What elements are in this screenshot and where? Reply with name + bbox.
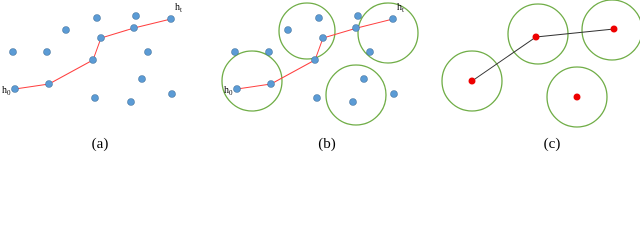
- caption: (b): [318, 136, 336, 152]
- panel-b: h0 ht (b): [221, 2, 419, 152]
- shape: [89, 56, 97, 64]
- shape: [357, 2, 419, 64]
- shape: [325, 64, 387, 126]
- shape: [221, 50, 283, 112]
- label-part: t: [402, 6, 404, 14]
- shape: [315, 14, 323, 22]
- label-part: 0: [7, 89, 11, 97]
- shape: [168, 90, 176, 98]
- shape: [132, 12, 140, 20]
- shape: [284, 26, 292, 34]
- shape: [233, 85, 241, 93]
- figure: h0 ht (a) h0 ht (b) (c): [2, 0, 640, 152]
- shape: [91, 94, 99, 102]
- shape: [354, 12, 362, 20]
- shape: [532, 33, 540, 41]
- end-label: ht: [397, 2, 404, 14]
- shape: [267, 80, 275, 88]
- panel-a: h0 ht (a): [2, 2, 182, 152]
- shape: [167, 15, 175, 23]
- shape: [311, 56, 319, 64]
- caption: (a): [92, 136, 109, 152]
- shape: [389, 15, 397, 23]
- shape: [507, 3, 569, 65]
- shape: [278, 2, 336, 60]
- shape: [11, 85, 19, 93]
- points: [9, 12, 176, 106]
- shape: [127, 98, 135, 106]
- panel-c: (c): [441, 0, 640, 152]
- label-part: h: [2, 85, 7, 96]
- shape: [390, 90, 398, 98]
- shape: [319, 34, 327, 42]
- shape: [144, 48, 152, 56]
- shape: [610, 25, 618, 33]
- shape: [9, 48, 17, 56]
- label-part: h: [397, 2, 402, 13]
- label-part: 0: [229, 89, 233, 97]
- points: [231, 12, 398, 106]
- end-label: ht: [175, 2, 182, 14]
- shape: [231, 48, 239, 56]
- shape: [45, 80, 53, 88]
- shape: [581, 0, 640, 61]
- shape: [93, 14, 101, 22]
- shape: [130, 24, 138, 32]
- shape: [352, 24, 360, 32]
- shape: [546, 66, 608, 128]
- shape: [349, 98, 357, 106]
- shape: [236, 18, 394, 90]
- shape: [138, 75, 146, 83]
- shape: [366, 48, 374, 56]
- shape: [471, 28, 615, 82]
- shape: [573, 93, 581, 101]
- label-part: h: [175, 2, 180, 13]
- shape: [313, 94, 321, 102]
- caption: (c): [544, 136, 561, 152]
- shape: [43, 48, 51, 56]
- shape: [441, 50, 503, 112]
- shape: [360, 75, 368, 83]
- label-part: h: [224, 85, 229, 96]
- shape: [97, 34, 105, 42]
- label-part: t: [180, 6, 182, 14]
- shape: [468, 77, 476, 85]
- start-label: h0: [2, 85, 11, 97]
- shape: [265, 48, 273, 56]
- path: [14, 18, 172, 90]
- start-label: h0: [224, 85, 233, 97]
- shape: [62, 26, 70, 34]
